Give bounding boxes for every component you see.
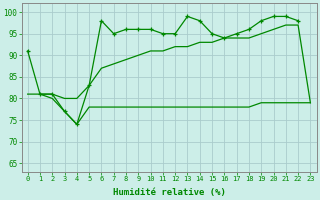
- X-axis label: Humidité relative (%): Humidité relative (%): [113, 188, 226, 197]
